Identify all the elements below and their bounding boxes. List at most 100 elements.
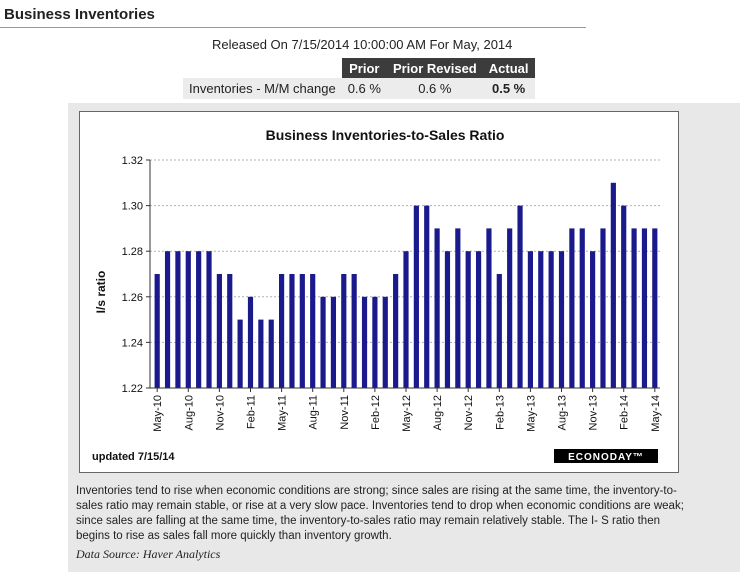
- bar: [548, 251, 554, 388]
- bar: [527, 251, 533, 388]
- x-tick-label: Nov-10: [214, 395, 226, 430]
- bar: [652, 228, 658, 388]
- actual-value: 0.5 %: [482, 78, 535, 99]
- bar: [206, 251, 212, 388]
- bar: [455, 228, 461, 388]
- prior-revised-value: 0.6 %: [386, 78, 483, 99]
- bar: [227, 274, 233, 388]
- x-tick-label: Aug-12: [432, 395, 444, 430]
- bar: [268, 319, 274, 388]
- y-tick-label: 1.24: [122, 337, 143, 349]
- bar: [175, 251, 181, 388]
- y-tick-label: 1.28: [122, 246, 143, 258]
- x-tick-label: May-12: [401, 395, 413, 432]
- bar: [558, 251, 565, 388]
- bar: [641, 228, 648, 388]
- release-table: Prior Prior Revised Actual Inventories -…: [183, 58, 535, 99]
- x-tick-label: Feb-13: [494, 395, 506, 430]
- bar: [299, 274, 305, 388]
- bar: [424, 205, 430, 388]
- bar: [185, 251, 191, 388]
- x-tick-label: Nov-13: [588, 395, 600, 430]
- bar: [237, 319, 243, 388]
- bar: [393, 274, 399, 388]
- y-tick-label: 1.32: [122, 155, 143, 167]
- bar-chart: Business Inventories-to-Sales Ratio I/s …: [92, 127, 662, 463]
- bar: [579, 228, 585, 388]
- bar: [434, 228, 440, 388]
- title-divider: [0, 27, 586, 28]
- x-tick-label: Nov-12: [463, 395, 475, 430]
- chart-title: Business Inventories-to-Sales Ratio: [266, 127, 505, 143]
- gridlines: [150, 159, 660, 343]
- y-axis-label: I/s ratio: [94, 271, 108, 314]
- bar: [196, 251, 202, 388]
- x-tick-label: May-13: [525, 395, 537, 432]
- bar: [289, 274, 295, 388]
- bar: [538, 251, 544, 388]
- bar: [320, 296, 326, 388]
- bars: [154, 182, 658, 388]
- bar: [465, 251, 471, 388]
- y-ticks: 1.22 1.24 1.26 1.28 1.30 1.32: [122, 155, 150, 395]
- prior-value: 0.6 %: [341, 78, 387, 99]
- header-cell-actual: Actual: [482, 58, 535, 78]
- x-tick-label: Aug-11: [308, 395, 320, 430]
- bar: [631, 228, 637, 388]
- bar: [279, 274, 285, 388]
- header-cell-blank: [183, 58, 342, 78]
- bar: [444, 251, 451, 388]
- bar: [154, 274, 160, 388]
- page-title: Business Inventories: [4, 6, 155, 23]
- x-tick-label: Feb-11: [245, 395, 257, 429]
- x-tick-label: Aug-13: [557, 395, 569, 430]
- row-label: Inventories - M/M change: [183, 78, 342, 99]
- bar: [507, 228, 513, 388]
- x-tick-label: May-10: [152, 395, 164, 432]
- updated-label: updated 7/15/14: [92, 451, 175, 463]
- release-info: Released On 7/15/2014 10:00:00 AM For Ma…: [212, 37, 513, 52]
- bar: [413, 205, 419, 388]
- bar: [517, 205, 523, 388]
- bar: [590, 251, 596, 388]
- bar: [361, 296, 368, 388]
- bar: [475, 251, 482, 388]
- bar: [600, 228, 606, 388]
- x-ticks: May-10 Aug-10 Nov-10 Feb-11 May-11 Aug-11 Nov-…: [152, 388, 662, 432]
- bar: [351, 274, 357, 388]
- bar: [258, 319, 264, 388]
- x-tick-label: May-11: [277, 395, 289, 431]
- bar: [164, 251, 171, 388]
- y-tick-label: 1.30: [122, 201, 143, 213]
- bar: [216, 274, 222, 388]
- bar: [310, 274, 316, 388]
- axes: [149, 160, 660, 389]
- bar: [247, 296, 254, 388]
- table-row: Inventories - M/M change 0.6 % 0.6 % 0.5…: [183, 78, 535, 99]
- x-tick-label: May-14: [650, 395, 662, 432]
- x-tick-label: Nov-11: [339, 395, 351, 430]
- bar: [330, 296, 337, 388]
- y-tick-label: 1.22: [122, 383, 143, 395]
- bar: [382, 296, 388, 388]
- brand-label: ECONODAY™: [568, 452, 644, 463]
- bar: [569, 228, 575, 388]
- bar: [496, 274, 502, 388]
- header-cell-prior-revised: Prior Revised: [386, 58, 483, 78]
- x-tick-label: Feb-12: [370, 395, 382, 430]
- chart-frame: Business Inventories-to-Sales Ratio I/s …: [79, 111, 679, 473]
- x-tick-label: Feb-14: [619, 395, 631, 430]
- y-tick-label: 1.26: [122, 292, 143, 304]
- bar: [403, 251, 409, 388]
- bar: [486, 228, 492, 388]
- data-source: Data Source: Haver Analytics: [76, 547, 221, 561]
- bar: [341, 274, 347, 388]
- header-cell-prior: Prior: [341, 58, 387, 78]
- brand-badge: [554, 449, 658, 463]
- release-table-header: Prior Prior Revised Actual: [183, 58, 535, 78]
- description-text: Inventories tend to rise when economic c…: [76, 485, 684, 542]
- x-tick-label: Aug-10: [183, 395, 195, 430]
- bar: [610, 182, 616, 388]
- bar: [621, 205, 627, 388]
- bar: [372, 296, 378, 388]
